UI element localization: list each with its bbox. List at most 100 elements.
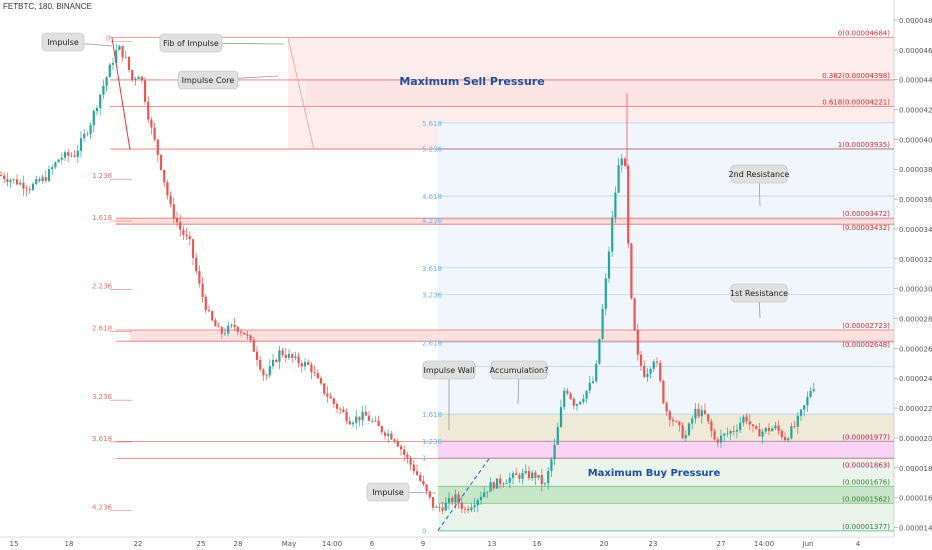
fib-level-label: (0.00001562): [842, 495, 890, 503]
time-tick-label: 16: [533, 540, 542, 548]
candle-body: [518, 474, 521, 479]
price-tick-label: 0.00002400: [899, 375, 932, 383]
candle-body: [646, 373, 649, 377]
impulse-wall-zone: [438, 441, 894, 459]
candle-body: [380, 426, 383, 433]
candle-body: [134, 78, 137, 80]
candle-body: [271, 359, 275, 367]
candle-body: [246, 334, 249, 336]
price-tick-label: 0.00004400: [899, 77, 932, 85]
candle-body: [60, 157, 63, 160]
candle-body: [358, 416, 361, 421]
candle-body: [470, 507, 473, 511]
annotation-bubble[interactable]: Impulse: [41, 32, 113, 52]
candle-body: [489, 482, 492, 492]
candle-body: [812, 389, 815, 391]
candle-body: [710, 421, 713, 432]
candle-body: [63, 152, 67, 158]
candle-body: [550, 459, 553, 471]
candle-body: [22, 182, 25, 189]
annotation-bubble[interactable]: 1st Resistance: [730, 283, 788, 319]
candle-body: [604, 278, 607, 309]
bubble-label: Impulse: [372, 488, 404, 497]
bubble-label: Accumulation?: [490, 366, 549, 375]
right-fib-label: 5.618: [422, 120, 442, 128]
candle-body: [140, 76, 143, 81]
candle-body: [675, 421, 678, 423]
time-tick-label: 14:00: [754, 540, 774, 548]
candle-body: [412, 464, 415, 472]
annotation-bubble[interactable]: 2nd Resistance: [729, 164, 790, 207]
candle-body: [243, 332, 246, 335]
candle-body: [697, 408, 700, 417]
bubble-label: Impulse Core: [182, 76, 235, 85]
candle-body: [35, 179, 38, 184]
max-sell-pressure-label: Maximum Sell Pressure: [399, 75, 544, 88]
candle-body: [588, 382, 591, 391]
annotation-bubble[interactable]: Impulse: [366, 482, 437, 502]
candle-body: [255, 351, 259, 361]
candle-body: [569, 393, 572, 399]
candle-body: [278, 350, 281, 362]
time-tick-label: 25: [197, 540, 206, 548]
annotation-bubble[interactable]: Accumulation?: [490, 360, 549, 405]
candle-body: [665, 403, 668, 412]
target-zone-blue: [438, 122, 894, 458]
candle-body: [780, 430, 783, 437]
annotation-bubble[interactable]: Impulse Wall: [422, 360, 476, 430]
candle-body: [556, 427, 559, 445]
candle-body: [758, 428, 761, 437]
candle-body: [211, 311, 214, 321]
candle-body: [620, 158, 623, 166]
right-fib-label: 1.236: [422, 438, 443, 446]
annotation-bubble[interactable]: Fib of Impulse: [159, 33, 285, 53]
bubble-box: [177, 70, 239, 90]
candle-body: [127, 56, 131, 71]
candle-body: [505, 482, 508, 484]
candle-body: [236, 326, 239, 332]
candle-body: [111, 62, 115, 65]
bubble-box: [490, 360, 548, 380]
candle-body: [156, 139, 159, 155]
candle-body: [367, 415, 371, 421]
time-tick-label: 14:00: [322, 540, 342, 548]
annotation-bubble[interactable]: Impulse Core: [177, 70, 279, 90]
candle-body: [774, 425, 777, 429]
price-axis-bg: [894, 0, 932, 550]
first-resistance-zone: [130, 330, 894, 342]
candle-body: [684, 435, 687, 439]
right-fib-label: 5.236: [422, 145, 443, 153]
time-tick-label: 23: [649, 540, 658, 548]
candle-body: [409, 457, 412, 465]
candle-body: [217, 326, 220, 328]
candle-body: [585, 390, 588, 399]
candle-body: [492, 482, 495, 489]
candle-body: [335, 403, 339, 409]
candle-body: [15, 179, 19, 185]
right-fib-label: 4.236: [422, 217, 443, 225]
price-tick-label: 0.00001400: [899, 525, 932, 533]
candle-body: [652, 361, 655, 369]
candle-body: [425, 484, 428, 492]
price-tick-label: 0.00001600: [899, 495, 932, 503]
left-fib-label: 4.236: [92, 504, 113, 512]
candle-body: [371, 420, 374, 422]
candle-body: [3, 175, 6, 180]
candles-layer: [0, 43, 815, 514]
candle-body: [700, 410, 703, 417]
fib-lines-layer: [110, 36, 894, 532]
candle-body: [86, 133, 89, 135]
candle-body: [102, 85, 105, 95]
candle-body: [486, 491, 489, 493]
price-tick-label: 0.00001800: [899, 465, 932, 473]
candle-body: [739, 422, 742, 430]
time-tick-label: 18: [65, 540, 74, 548]
price-tick-label: 0.00002000: [899, 435, 932, 443]
candle-body: [575, 404, 579, 406]
candle-body: [51, 167, 54, 170]
candle-body: [783, 436, 787, 441]
candle-body: [287, 354, 291, 358]
left-fib-label: 2.236: [92, 283, 113, 291]
candle-body: [175, 218, 179, 223]
